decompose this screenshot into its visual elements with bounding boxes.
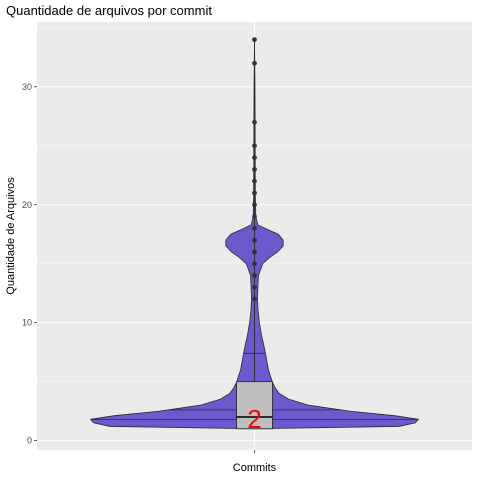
box-iqr <box>236 381 273 430</box>
outlier-point <box>252 237 257 243</box>
outlier-point <box>252 225 257 231</box>
outlier-point <box>252 202 257 208</box>
outlier-point <box>252 273 257 278</box>
outlier-point <box>252 37 257 43</box>
y-tick-label: 0 <box>27 436 32 446</box>
chart-title: Quantidade de arquivos por commit <box>6 3 212 18</box>
y-axis: 0 10 20 30 <box>22 82 37 446</box>
outlier-point <box>252 284 257 290</box>
outlier-point <box>252 178 257 184</box>
y-tick-label: 30 <box>22 82 32 92</box>
y-tick-label: 20 <box>22 200 32 210</box>
outlier-points <box>252 37 257 302</box>
outlier-point <box>252 249 257 255</box>
outlier-point <box>252 214 257 219</box>
outlier-point <box>252 296 257 302</box>
y-axis-title: Quantidade de Arquivos <box>5 177 17 295</box>
outlier-point <box>252 119 257 125</box>
y-tick-label: 10 <box>22 318 32 328</box>
outlier-point <box>252 143 257 149</box>
box-layer: 2 <box>236 39 273 434</box>
median-label: 2 <box>247 404 261 434</box>
outlier-point <box>252 261 257 267</box>
outlier-point <box>252 190 257 196</box>
x-axis-title: Commits <box>233 462 277 474</box>
outlier-point <box>252 60 257 66</box>
outlier-point <box>252 166 257 172</box>
outlier-point <box>252 155 257 160</box>
